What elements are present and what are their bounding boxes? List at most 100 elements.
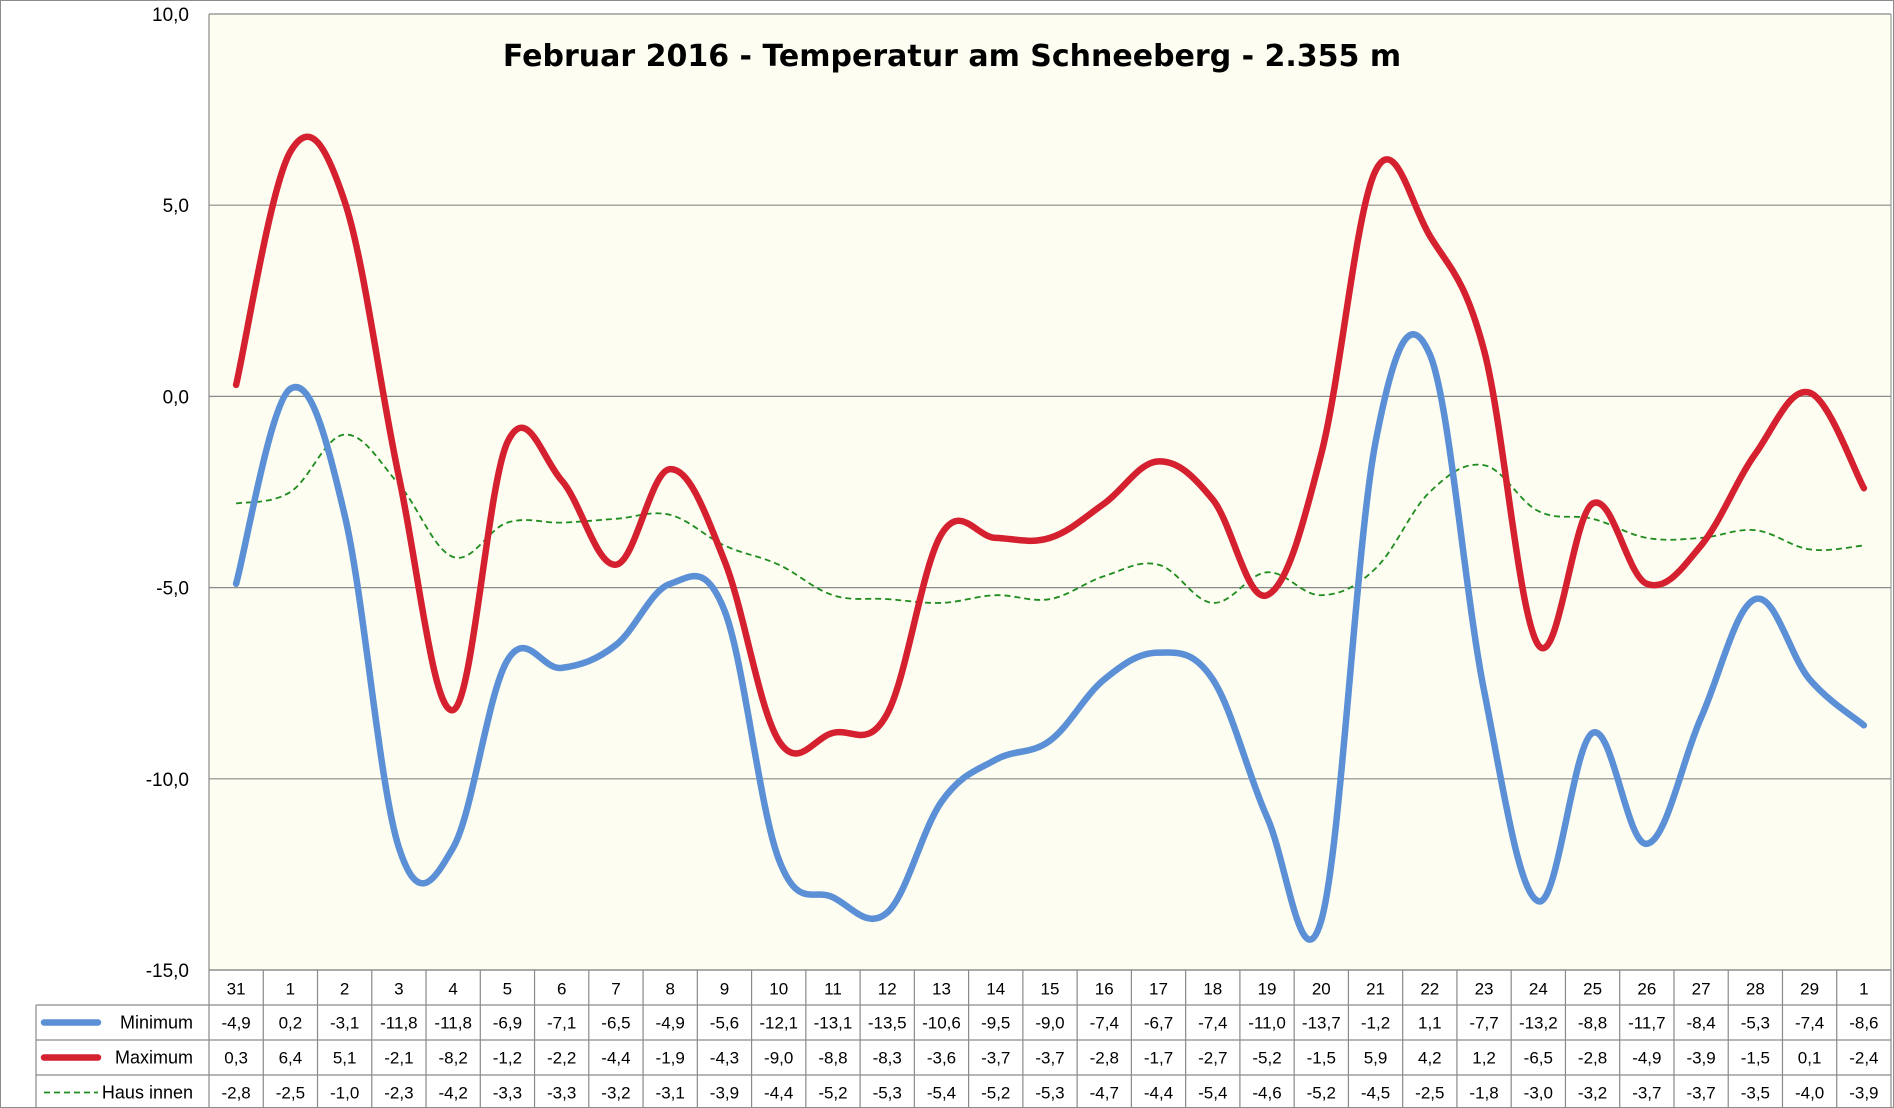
data-label: -3,1 [656, 1084, 685, 1103]
legend-label: Haus innen [102, 1083, 193, 1103]
data-label: -13,7 [1302, 1014, 1341, 1033]
data-label: 1,2 [1472, 1049, 1496, 1068]
data-label: -11,8 [380, 1014, 418, 1033]
chart-title: Februar 2016 - Temperatur am Schneeberg … [503, 39, 1401, 74]
y-tick-label: 5,0 [163, 196, 189, 217]
x-tick-label: 14 [986, 980, 1005, 999]
data-label: -4,9 [221, 1014, 250, 1033]
data-label: -4,9 [1632, 1049, 1661, 1068]
data-label: -3,1 [330, 1014, 359, 1033]
data-label: -3,5 [1741, 1084, 1770, 1103]
data-label: -3,2 [1578, 1084, 1607, 1103]
x-tick-label: 1 [1859, 980, 1868, 999]
x-tick-label: 10 [769, 980, 788, 999]
data-label: -1,2 [493, 1049, 522, 1068]
data-label: -11,7 [1628, 1014, 1666, 1033]
data-label: -3,6 [927, 1049, 956, 1068]
data-label: -1,2 [1361, 1014, 1390, 1033]
data-label: -4,2 [439, 1084, 468, 1103]
data-label: -3,7 [981, 1049, 1010, 1068]
x-tick-label: 28 [1746, 980, 1765, 999]
x-tick-label: 22 [1420, 980, 1439, 999]
data-label: -4,0 [1795, 1084, 1824, 1103]
legend-label: Minimum [120, 1013, 193, 1033]
data-label: -13,5 [868, 1014, 907, 1033]
y-tick-label: -5,0 [156, 579, 189, 600]
data-label: -1,5 [1307, 1049, 1336, 1068]
data-label: -11,0 [1248, 1014, 1286, 1033]
data-label: -3,7 [1632, 1084, 1661, 1103]
data-label: -3,3 [547, 1084, 576, 1103]
data-label: 4,2 [1418, 1049, 1442, 1068]
data-label: -5,3 [1741, 1014, 1770, 1033]
data-label: -2,3 [384, 1084, 413, 1103]
data-label: -5,4 [1198, 1084, 1227, 1103]
data-label: -6,5 [601, 1014, 630, 1033]
data-label: -7,4 [1198, 1014, 1227, 1033]
data-label: -2,2 [547, 1049, 576, 1068]
y-axis-tick-labels: 10,0 5,0 0,0 -5,0 -10,0 -15,0 [146, 5, 189, 982]
data-label: -10,6 [922, 1014, 961, 1033]
data-label: -4,4 [601, 1049, 630, 1068]
data-label: -1,0 [330, 1084, 359, 1103]
x-tick-label: 11 [824, 980, 842, 999]
data-label: -4,4 [1144, 1084, 1173, 1103]
x-tick-label: 20 [1312, 980, 1331, 999]
x-tick-label: 25 [1583, 980, 1602, 999]
data-label: -6,9 [493, 1014, 522, 1033]
x-tick-label: 26 [1637, 980, 1656, 999]
data-label: -4,6 [1252, 1084, 1281, 1103]
data-label: -3,3 [493, 1084, 522, 1103]
x-tick-label: 12 [878, 980, 897, 999]
data-label: -4,7 [1090, 1084, 1119, 1103]
y-tick-label: 0,0 [163, 387, 189, 408]
data-label: -7,4 [1090, 1014, 1119, 1033]
data-label: -5,3 [873, 1084, 902, 1103]
x-tick-label: 21 [1366, 980, 1385, 999]
data-label: -1,7 [1144, 1049, 1173, 1068]
data-label: -2,1 [384, 1049, 413, 1068]
data-table: 31 1 2 3 4 5 6 7 8 9 10 11 12 13 14 15 16 17 18 19 20 21 22 23 2… [35, 969, 1892, 1108]
data-label: 5,1 [333, 1049, 357, 1068]
data-label: -8,3 [873, 1049, 902, 1068]
x-tick-label: 5 [503, 980, 512, 999]
data-label: -5,2 [1252, 1049, 1281, 1068]
data-label: 5,9 [1364, 1049, 1388, 1068]
data-label: -3,0 [1524, 1084, 1553, 1103]
x-tick-label: 8 [665, 980, 674, 999]
x-tick-label: 31 [227, 980, 246, 999]
x-tick-label: 23 [1475, 980, 1494, 999]
data-label: -4,4 [764, 1084, 793, 1103]
data-label: -9,0 [764, 1049, 793, 1068]
legend-label: Maximum [115, 1048, 193, 1068]
y-tick-label: -15,0 [146, 961, 189, 982]
data-label: -2,8 [1578, 1049, 1607, 1068]
data-label: -5,2 [818, 1084, 847, 1103]
data-label: -5,2 [981, 1084, 1010, 1103]
data-label: -5,2 [1307, 1084, 1336, 1103]
data-label: 6,4 [279, 1049, 303, 1068]
x-tick-label: 17 [1149, 980, 1168, 999]
data-label: -5,3 [1035, 1084, 1064, 1103]
data-label: -8,4 [1686, 1014, 1715, 1033]
data-label: -1,9 [656, 1049, 685, 1068]
data-label: -3,9 [1849, 1084, 1878, 1103]
data-label: -4,5 [1361, 1084, 1390, 1103]
data-label: -7,7 [1469, 1014, 1498, 1033]
x-tick-label: 16 [1095, 980, 1114, 999]
x-tick-label: 7 [611, 980, 620, 999]
x-tick-label: 13 [932, 980, 951, 999]
data-label: -1,8 [1469, 1084, 1498, 1103]
plot-area [209, 14, 1891, 970]
series-line-minimum [232, 331, 1868, 943]
x-tick-label: 24 [1529, 980, 1548, 999]
data-label: -5,4 [927, 1084, 956, 1103]
data-label: -1,5 [1741, 1049, 1770, 1068]
series-line-maximum [232, 133, 1868, 757]
data-label: -7,4 [1795, 1014, 1824, 1033]
data-label: -8,2 [439, 1049, 468, 1068]
data-label: -11,8 [434, 1014, 472, 1033]
series-lines [232, 133, 1868, 943]
data-label: 0,2 [279, 1014, 303, 1033]
data-label: -5,6 [710, 1014, 739, 1033]
